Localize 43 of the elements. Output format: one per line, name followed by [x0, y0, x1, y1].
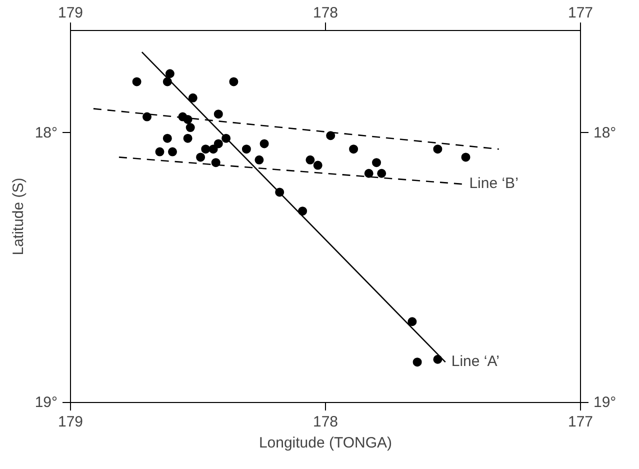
point: [313, 160, 322, 170]
point: [142, 112, 152, 122]
point: [214, 139, 223, 148]
point: [377, 168, 386, 178]
point: [349, 144, 358, 154]
point: [372, 158, 381, 168]
point: [211, 158, 220, 168]
point: [214, 110, 223, 119]
x2-tick-label: 179: [58, 414, 84, 430]
y2-tick-label: 19°: [594, 394, 616, 411]
point: [183, 134, 192, 143]
point: [183, 114, 192, 124]
point: [229, 77, 238, 86]
x-tick-label: 177: [568, 4, 594, 22]
y2-tick-label: 18°: [594, 124, 616, 142]
x-axis-title: Longitude (TONGA): [258, 434, 392, 452]
point: [408, 317, 417, 326]
x-tick-label: 179: [58, 4, 84, 22]
point: [168, 147, 177, 156]
point: [196, 152, 206, 162]
point: [186, 123, 195, 132]
point: [433, 144, 442, 154]
point: [155, 147, 164, 156]
point: [242, 144, 251, 154]
point: [326, 131, 336, 140]
point: [306, 155, 315, 164]
point: [412, 358, 422, 367]
y-axis-title: Latitude (S): [10, 178, 27, 256]
point: [461, 152, 470, 162]
x2-tick-label: 177: [568, 414, 594, 430]
point: [201, 144, 210, 154]
point: [165, 69, 174, 78]
point: [260, 139, 269, 148]
point: [162, 134, 172, 143]
annotation: Line ‘B’: [469, 175, 518, 192]
point: [364, 168, 374, 178]
x2-tick-label: 178: [312, 414, 338, 430]
x-tick-label: 178: [312, 4, 338, 22]
point: [254, 155, 264, 164]
point: [132, 77, 142, 86]
point: [208, 144, 218, 154]
point: [188, 93, 198, 102]
annotation: Line ‘A’: [451, 353, 500, 370]
